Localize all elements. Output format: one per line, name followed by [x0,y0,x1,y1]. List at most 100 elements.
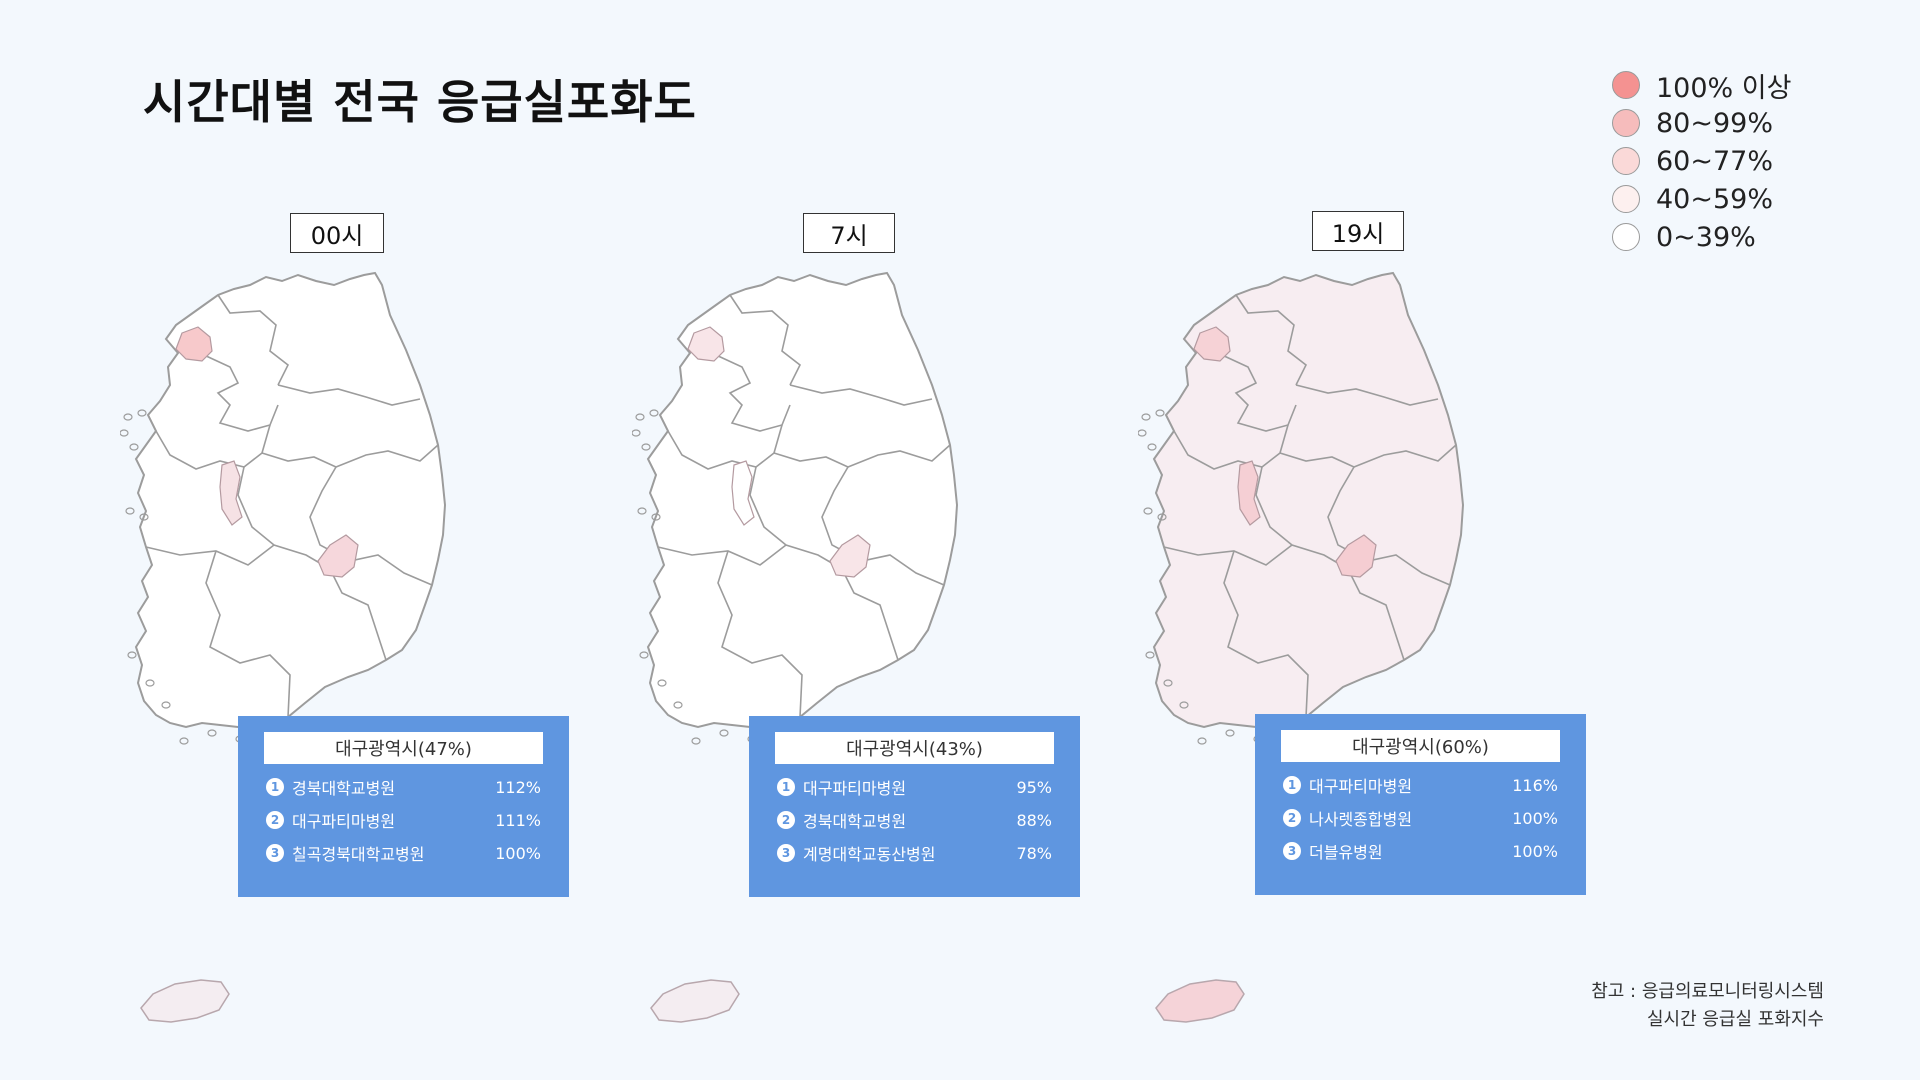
small-island [719,729,729,737]
province-border [789,384,933,406]
source-note-line2: 실시간 응급실 포화지수 [1646,1009,1824,1030]
page-title: 시간대별 전국 응급실포화도 [143,75,697,129]
jeju-island-00 [140,979,230,1023]
legend-swatch [1612,71,1640,99]
province-border [203,354,279,432]
daejeon-region [219,460,243,526]
hospital-row: 3 더블유병원 100% [1279,841,1562,862]
small-island [1225,729,1235,737]
source-note-line1: 참고 : 응급의료모니터링시스템 [1591,981,1824,1002]
rank-badge: 1 [266,778,284,796]
small-island [139,513,149,521]
hospital-pct: 100% [1512,808,1558,828]
hospital-row: 3 계명대학교동산병원 78% [773,843,1056,864]
daejeon-region [1237,460,1261,526]
small-island [641,443,651,451]
legend-label: 100% 이상 [1656,72,1792,104]
province-border [749,466,899,661]
legend-swatch [1612,185,1640,213]
small-island [125,507,135,515]
small-island [145,679,155,687]
jeju-island-07 [650,979,740,1023]
source-note: 참고 : 응급의료모니터링시스템 실시간 응급실 포화지수 [1591,978,1824,1034]
small-island [657,679,667,687]
province-border [217,294,290,386]
province-border [277,384,421,406]
hospital-row: 1 대구파티마병원 116% [1279,775,1562,796]
rank-badge: 2 [777,811,795,829]
hospital-pct: 100% [1512,841,1558,861]
hospital-pct: 111% [495,810,541,830]
rank-badge: 3 [1283,842,1301,860]
hospital-name: 계명대학교동산병원 [803,845,936,864]
small-island [1145,651,1155,659]
legend-swatch [1612,147,1640,175]
hospital-name: 경북대학교병원 [803,812,907,831]
small-island [1143,507,1153,515]
mainland-region [134,271,447,731]
small-island [179,737,189,745]
rank-badge: 2 [1283,809,1301,827]
legend-label: 60~77% [1656,145,1773,177]
hospital-pct: 95% [1016,777,1052,797]
small-island [127,651,137,659]
hospital-pct: 112% [495,777,541,797]
rank-badge: 2 [266,811,284,829]
hospital-row: 2 나사렛종합병원 100% [1279,808,1562,829]
mainland-region [1152,271,1465,731]
small-island [1155,409,1165,417]
small-island [1157,513,1167,521]
legend: 100% 이상 80~99% 60~77% 40~59% 0~39% [1612,66,1791,256]
small-island [639,651,649,659]
seoul-region [1193,326,1231,362]
legend-swatch [1612,109,1640,137]
province-border [1221,354,1297,432]
hospital-name: 나사렛종합병원 [1309,810,1413,829]
small-island [120,429,129,437]
small-island [123,413,133,421]
hospital-pct: 116% [1512,775,1558,795]
info-box-07: 대구광역시(43%) 1 대구파티마병원 95% 2 경북대학교병원 88% 3… [749,716,1080,897]
small-island [673,701,683,709]
legend-label: 40~59% [1656,183,1773,215]
hour-label-07: 7시 [803,213,895,253]
seoul-region [175,326,213,362]
jeju-region [650,979,740,1023]
small-island [635,413,645,421]
province-border [715,354,791,432]
legend-swatch [1612,223,1640,251]
seoul-region [687,326,725,362]
hospital-name: 대구파티마병원 [803,779,907,798]
korea-map-00 [120,271,447,745]
province-border [1223,550,1309,718]
jeju-region [140,979,230,1023]
legend-item: 0~39% [1612,218,1791,256]
legend-item: 40~59% [1612,180,1791,218]
small-island [129,443,139,451]
small-island [161,701,171,709]
hospital-pct: 100% [495,843,541,863]
small-island [1147,443,1157,451]
legend-item: 60~77% [1612,142,1791,180]
small-island [1138,429,1147,437]
hospital-name: 칠곡경북대학교병원 [292,845,425,864]
small-island [637,507,647,515]
daegu-region [829,534,871,578]
daegu-region [317,534,359,578]
province-border [1279,444,1457,468]
province-border [1295,384,1439,406]
province-border [261,444,439,468]
legend-label: 0~39% [1656,221,1756,253]
province-border [729,294,802,386]
province-border [205,550,291,718]
hospital-pct: 78% [1016,843,1052,863]
hospital-pct: 88% [1016,810,1052,830]
hospital-name: 대구파티마병원 [292,812,396,831]
small-island [1141,413,1151,421]
hospital-row: 1 경북대학교병원 112% [262,777,545,798]
province-border [1235,294,1308,386]
info-box-title: 대구광역시(60%) [1281,730,1560,762]
rank-badge: 3 [777,844,795,862]
rank-badge: 1 [777,778,795,796]
legend-label: 80~99% [1656,107,1773,139]
